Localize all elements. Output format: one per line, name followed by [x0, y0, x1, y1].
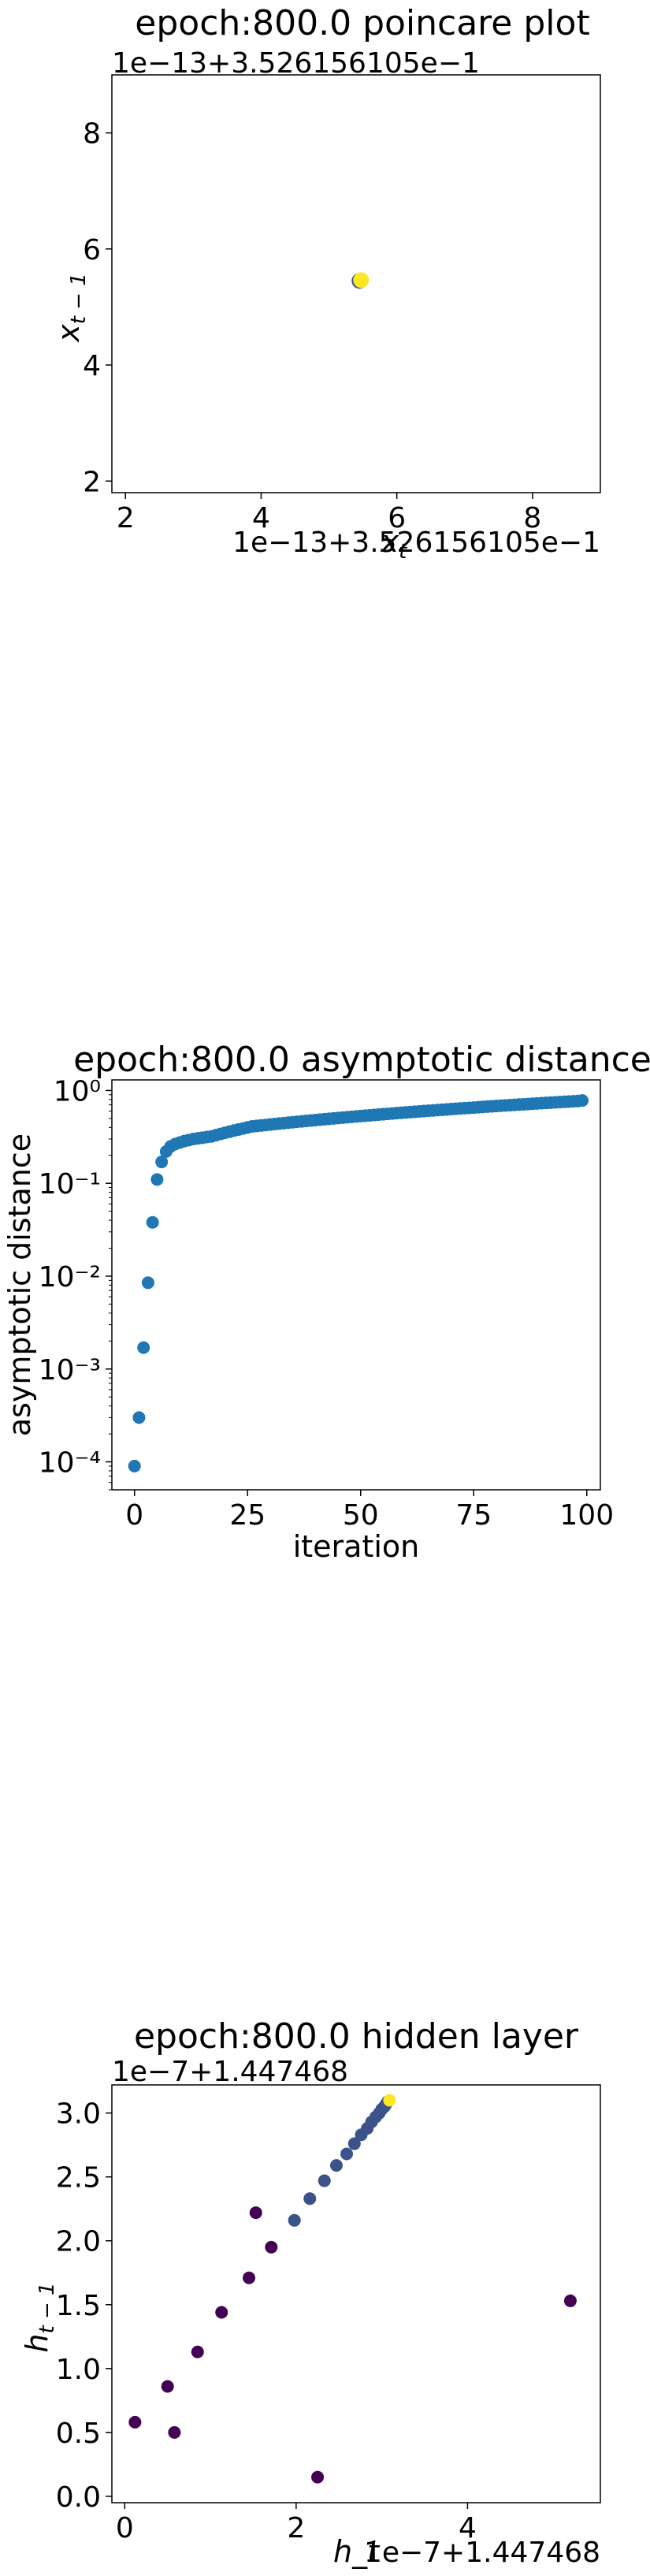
- asymptotic-x-ticks: 0 25 50 75 100: [125, 1490, 614, 1532]
- hidden-point: [168, 2425, 181, 2439]
- poincare-points: [351, 272, 370, 289]
- hidden-point: [303, 2192, 317, 2206]
- poincare-title: epoch:800.0 poincare plot: [135, 3, 589, 43]
- hidden-point: [243, 2271, 256, 2284]
- asymptotic-x-tick-label: 0: [125, 1499, 143, 1532]
- asymptotic-point: [150, 1173, 164, 1186]
- hidden-x-ticks: 0 2 4: [116, 2503, 477, 2544]
- poincare-y-ticks: 2 4 6 8: [83, 118, 112, 498]
- asymptotic-point: [137, 1341, 150, 1354]
- hidden-x-tick-label: 4: [459, 2512, 477, 2544]
- poincare-x-tick-label: 4: [252, 502, 270, 534]
- poincare-x-ticks: 2 4 6 8: [117, 493, 541, 534]
- hidden-point: [311, 2470, 325, 2484]
- asymptotic-y-tick-label: 10⁻³: [39, 1354, 101, 1387]
- hidden-point: [249, 2206, 262, 2220]
- asymptotic-chart: epoch:800.0 asymptotic distance 0 25 50 75 1…: [2, 1040, 650, 1564]
- hidden-layer-chart: epoch:800.0 hidden layer 1e−7+1.447468 0…: [20, 2016, 601, 2569]
- asymptotic-x-label: iteration: [293, 1529, 420, 1564]
- hidden-x-offset: 1e−7+1.447468: [364, 2537, 600, 2569]
- hidden-x-label: h_t: [333, 2534, 381, 2569]
- asymptotic-y-tick-label: 10⁻²: [39, 1261, 101, 1294]
- poincare-chart: epoch:800.0 poincare plot 1e−13+3.526156…: [51, 3, 601, 564]
- hidden-y-tick-label: 1.5: [56, 2290, 101, 2322]
- hidden-y-ticks: 0.0 0.5 1.0 1.5 2.0 2.5 3.0: [56, 2098, 112, 2514]
- poincare-y-tick-label: 2: [83, 466, 101, 498]
- poincare-x-tick-label: 2: [117, 502, 135, 534]
- poincare-y-offset: 1e−13+3.526156105e−1: [112, 47, 480, 80]
- poincare-y-label: xt − 1: [51, 273, 91, 343]
- hidden-x-tick-label: 0: [116, 2512, 134, 2544]
- hidden-point: [265, 2240, 278, 2254]
- hidden-point: [347, 2137, 361, 2150]
- asymptotic-x-tick-label: 100: [559, 1499, 614, 1532]
- asymptotic-title: epoch:800.0 asymptotic distance: [73, 1040, 650, 1080]
- poincare-point: [353, 272, 370, 288]
- hidden-y-tick-label: 0.0: [56, 2481, 101, 2514]
- asymptotic-point: [128, 1459, 141, 1472]
- asymptotic-point: [155, 1156, 169, 1169]
- poincare-x-offset: 1e−13+3.526156105e−1: [232, 527, 600, 559]
- hidden-y-tick-label: 2.0: [56, 2226, 101, 2258]
- hidden-y-tick-label: 3.0: [56, 2098, 101, 2131]
- hidden-point: [161, 2380, 174, 2393]
- hidden-point: [318, 2174, 331, 2187]
- asymptotic-point: [141, 1276, 154, 1290]
- poincare-x-tick-label: 6: [388, 502, 406, 534]
- hidden-point: [288, 2213, 301, 2227]
- poincare-y-tick-label: 8: [83, 118, 101, 151]
- asymptotic-y-tick-label: 10⁻¹: [39, 1168, 101, 1201]
- poincare-y-tick-label: 4: [83, 350, 101, 382]
- asymptotic-x-tick-label: 75: [455, 1499, 492, 1532]
- hidden-title: epoch:800.0 hidden layer: [134, 2016, 579, 2057]
- asymptotic-point: [576, 1094, 589, 1107]
- hidden-point: [563, 2294, 577, 2307]
- hidden-point: [383, 2094, 396, 2107]
- asymptotic-points: [128, 1094, 589, 1472]
- hidden-y-label: ht − 1: [20, 2282, 59, 2352]
- asymptotic-y-ticks: 10⁻⁴ 10⁻³ 10⁻² 10⁻¹ 10⁰: [39, 1075, 112, 1491]
- hidden-x-tick-label: 2: [287, 2512, 305, 2544]
- hidden-y-tick-label: 0.5: [56, 2418, 101, 2450]
- asymptotic-y-tick-label: 10⁻⁴: [39, 1447, 101, 1480]
- hidden-y-tick-label: 2.5: [56, 2162, 101, 2194]
- asymptotic-y-tick-label: 10⁰: [54, 1075, 101, 1107]
- hidden-y-offset: 1e−7+1.447468: [112, 2056, 348, 2088]
- hidden-point: [329, 2159, 343, 2172]
- hidden-y-tick-label: 1.0: [56, 2354, 101, 2386]
- poincare-axes-frame: [111, 74, 601, 493]
- hidden-point: [128, 2415, 142, 2429]
- hidden-point: [191, 2345, 204, 2358]
- poincare-x-tick-label: 8: [523, 502, 541, 534]
- asymptotic-y-label: asymptotic distance: [2, 1134, 37, 1436]
- asymptotic-x-tick-label: 25: [229, 1499, 266, 1532]
- hidden-point: [215, 2306, 228, 2319]
- hidden-point: [340, 2147, 354, 2161]
- asymptotic-point: [132, 1411, 146, 1424]
- poincare-y-tick-label: 6: [83, 234, 101, 266]
- asymptotic-x-tick-label: 50: [343, 1499, 379, 1532]
- hidden-points: [128, 2094, 577, 2484]
- asymptotic-point: [146, 1215, 159, 1229]
- hidden-axes-frame: [111, 2084, 601, 2503]
